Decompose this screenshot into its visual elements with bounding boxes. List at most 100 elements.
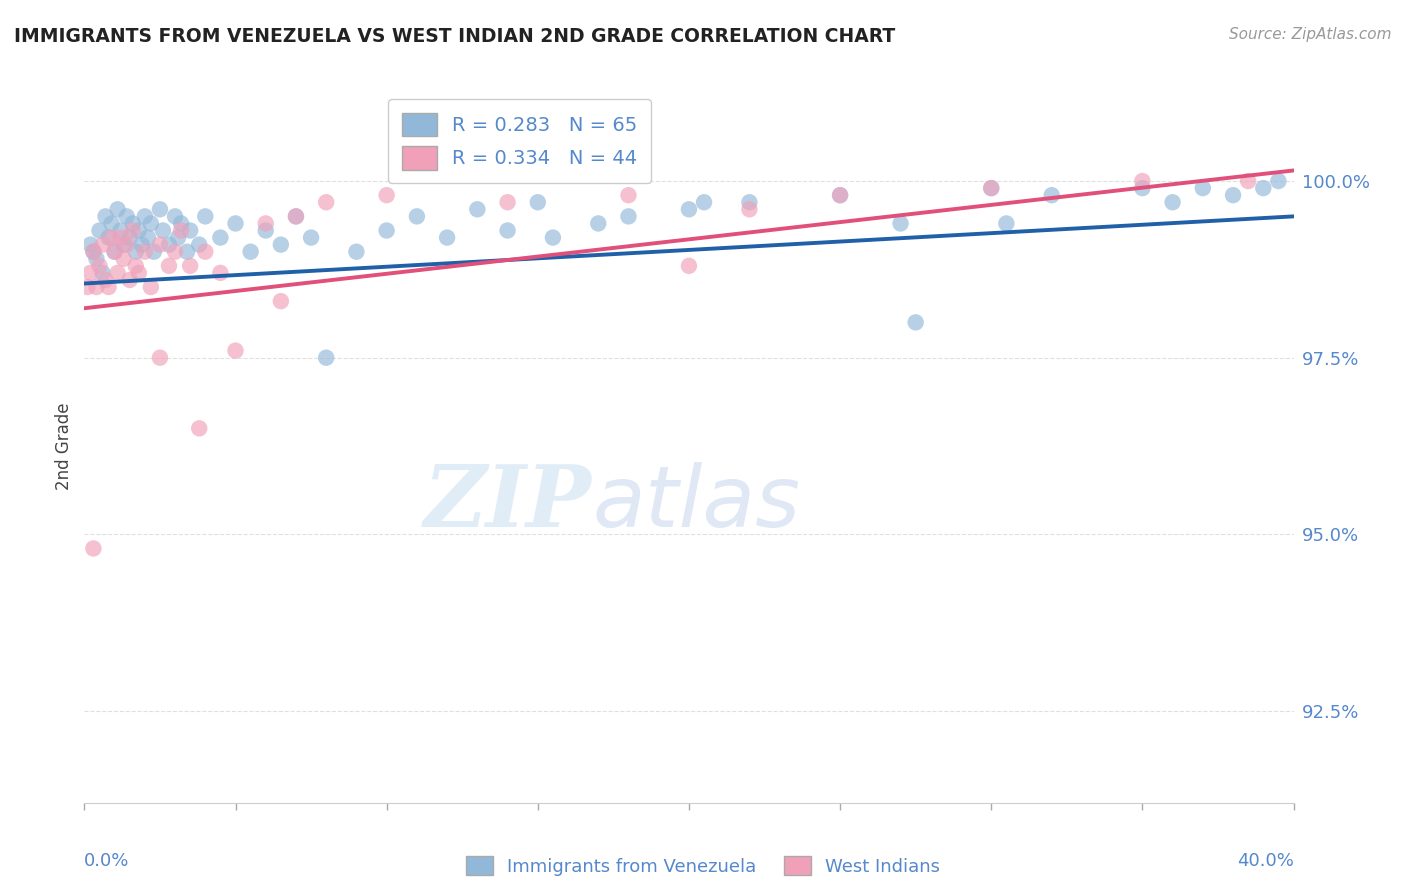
Point — [149, 237, 172, 252]
Point — [285, 210, 308, 224]
Point — [617, 188, 640, 202]
Point — [149, 351, 172, 365]
Point — [588, 216, 610, 230]
Point — [121, 223, 143, 237]
Point — [830, 188, 852, 202]
Point — [82, 541, 104, 556]
Point — [142, 244, 165, 259]
Point — [149, 202, 172, 217]
Point — [299, 230, 322, 244]
Point — [225, 216, 247, 230]
Point — [995, 216, 1018, 230]
Point — [1161, 195, 1184, 210]
Point — [209, 266, 232, 280]
Point — [170, 216, 193, 230]
Point — [134, 244, 156, 259]
Point — [131, 237, 153, 252]
Point — [104, 244, 127, 259]
Text: Source: ZipAtlas.com: Source: ZipAtlas.com — [1229, 27, 1392, 42]
Point — [125, 244, 148, 259]
Point — [693, 195, 716, 210]
Point — [82, 244, 104, 259]
Point — [254, 216, 277, 230]
Point — [165, 210, 187, 224]
Point — [118, 273, 141, 287]
Text: 40.0%: 40.0% — [1237, 852, 1294, 870]
Point — [179, 223, 201, 237]
Point — [112, 252, 135, 266]
Point — [86, 252, 108, 266]
Point — [91, 237, 114, 252]
Point — [79, 237, 101, 252]
Point — [79, 266, 101, 280]
Point — [467, 202, 489, 217]
Point — [225, 343, 247, 358]
Y-axis label: 2nd Grade: 2nd Grade — [55, 402, 73, 490]
Point — [157, 237, 180, 252]
Point — [254, 223, 277, 237]
Point — [1132, 174, 1154, 188]
Point — [315, 195, 337, 210]
Point — [94, 273, 117, 287]
Point — [830, 188, 852, 202]
Text: IMMIGRANTS FROM VENEZUELA VS WEST INDIAN 2ND GRADE CORRELATION CHART: IMMIGRANTS FROM VENEZUELA VS WEST INDIAN… — [14, 27, 896, 45]
Point — [890, 216, 912, 230]
Point — [115, 210, 138, 224]
Point — [115, 237, 138, 252]
Point — [194, 244, 217, 259]
Point — [1253, 181, 1275, 195]
Point — [239, 244, 262, 259]
Point — [209, 230, 232, 244]
Point — [167, 230, 190, 244]
Point — [104, 244, 127, 259]
Point — [541, 230, 564, 244]
Point — [139, 216, 162, 230]
Point — [170, 223, 193, 237]
Point — [121, 216, 143, 230]
Text: ZIP: ZIP — [425, 461, 592, 545]
Text: atlas: atlas — [592, 461, 800, 545]
Point — [1222, 188, 1244, 202]
Point — [496, 223, 519, 237]
Point — [1267, 174, 1289, 188]
Point — [134, 210, 156, 224]
Text: 0.0%: 0.0% — [84, 852, 129, 870]
Point — [118, 230, 141, 244]
Point — [270, 294, 292, 309]
Point — [136, 230, 159, 244]
Point — [82, 244, 104, 259]
Point — [315, 351, 337, 365]
Point — [107, 202, 129, 217]
Point — [738, 202, 761, 217]
Point — [527, 195, 550, 210]
Point — [980, 181, 1002, 195]
Point — [97, 230, 120, 244]
Point — [128, 223, 150, 237]
Point — [285, 210, 308, 224]
Legend: R = 0.283   N = 65, R = 0.334   N = 44: R = 0.283 N = 65, R = 0.334 N = 44 — [388, 99, 651, 184]
Point — [436, 230, 458, 244]
Point — [110, 230, 132, 244]
Point — [97, 280, 120, 294]
Point — [1132, 181, 1154, 195]
Point — [89, 259, 111, 273]
Point — [406, 210, 429, 224]
Point — [1040, 188, 1063, 202]
Point — [188, 237, 211, 252]
Point — [110, 223, 132, 237]
Point — [375, 223, 398, 237]
Point — [128, 266, 150, 280]
Point — [980, 181, 1002, 195]
Point — [89, 223, 111, 237]
Point — [107, 266, 129, 280]
Point — [125, 259, 148, 273]
Point — [157, 259, 180, 273]
Point — [188, 421, 211, 435]
Point — [76, 280, 98, 294]
Point — [496, 195, 519, 210]
Point — [346, 244, 368, 259]
Point — [165, 244, 187, 259]
Point — [194, 210, 217, 224]
Point — [678, 259, 700, 273]
Point — [1192, 181, 1215, 195]
